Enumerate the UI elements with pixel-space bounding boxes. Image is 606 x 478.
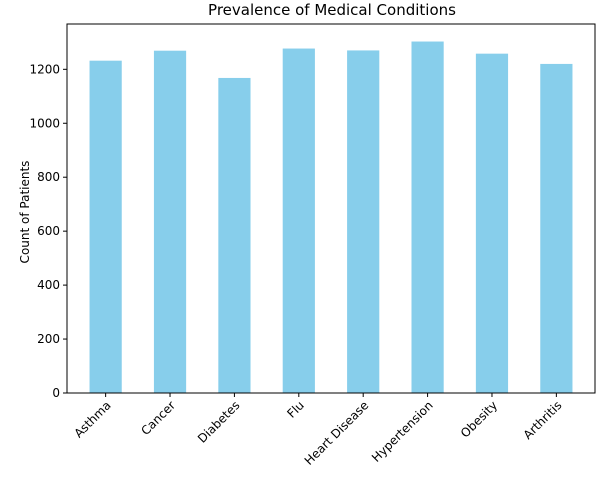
x-tick-label: Arthritis [521,398,565,442]
x-tick-label: Flu [284,398,307,421]
bar-diabetes [218,77,251,393]
y-tick-label: 800 [37,170,60,184]
bar-arthritis [540,63,573,394]
x-tick-label: Hypertension [369,398,436,465]
x-tick-label: Asthma [71,398,113,440]
bar-cancer [153,50,187,393]
x-tick-label: Diabetes [195,398,243,446]
x-tick-label: Cancer [138,398,178,438]
y-tick-label: 0 [52,386,60,400]
plot-frame [66,23,596,394]
chart-title: Prevalence of Medical Conditions [208,1,456,19]
axes-frame [66,23,596,394]
y-axis-ticks: 0 200 400 600 800 1000 1200 [29,62,67,400]
bar-flu [282,48,315,394]
y-axis-label: Count of Patients [18,161,32,264]
y-tick-label: 400 [37,278,60,292]
x-tick-label: Obesity [458,398,500,440]
y-tick-label: 1200 [29,62,60,76]
bar-heart-disease [347,50,380,394]
bar-obesity [475,53,509,394]
bar-asthma [89,60,122,394]
bar-hypertension [411,41,444,393]
x-tick-label: Heart Disease [302,398,372,468]
y-tick-label: 600 [37,224,60,238]
y-tick-label: 1000 [29,116,60,130]
bars-group [89,41,573,394]
y-tick-label: 200 [37,332,60,346]
